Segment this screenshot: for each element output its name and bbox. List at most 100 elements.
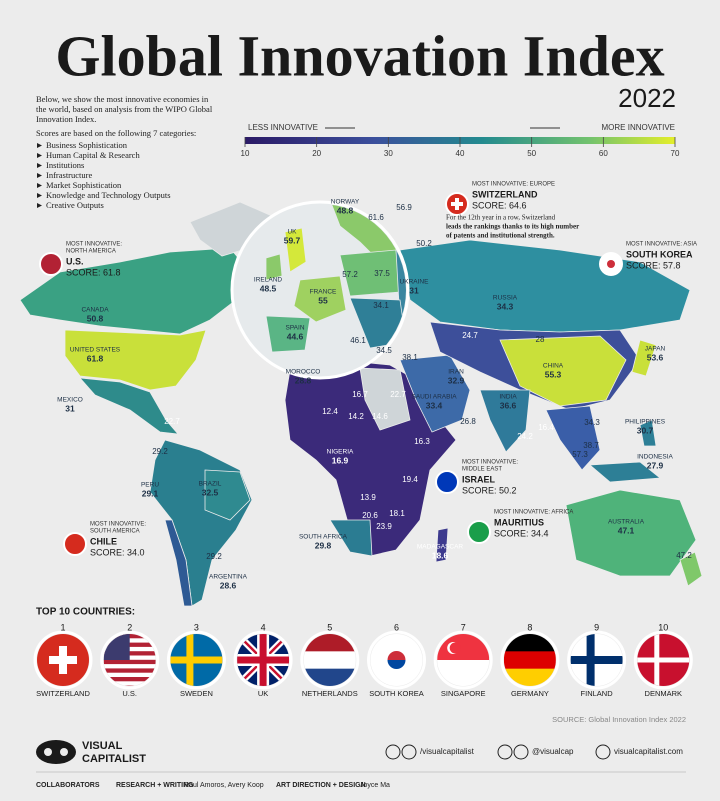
country-score: 28.8 <box>295 375 312 385</box>
country-name: NORWAY <box>331 199 360 206</box>
flag <box>503 634 556 686</box>
flag-stripe <box>103 668 156 673</box>
country-score: 29.1 <box>142 488 159 498</box>
country-name: SWITZERLAND <box>36 689 90 698</box>
country-name: IRELAND <box>254 277 282 284</box>
callout-score: SCORE: 34.4 <box>494 528 549 538</box>
flag-ring <box>367 630 426 690</box>
flag-cross <box>49 656 77 664</box>
legend-tick-label: 60 <box>599 149 608 158</box>
callout-score: SCORE: 34.0 <box>90 547 145 557</box>
country-score: 16.9 <box>332 455 349 465</box>
callout-country: CHILE <box>90 536 117 546</box>
country-score: 18.1 <box>389 509 405 518</box>
category: Business Sophistication <box>46 140 128 150</box>
switzerland-note: leads the rankings thanks to its high nu… <box>446 223 579 231</box>
intro: Below, we show the most innovative econo… <box>36 94 213 210</box>
country-score: 26.8 <box>460 417 476 426</box>
country-score: 13.9 <box>360 493 376 502</box>
country-name: ARGENTINA <box>209 574 248 581</box>
flag-band <box>303 668 356 686</box>
country-name: UKRAINE <box>400 279 430 286</box>
bullet <box>37 203 42 208</box>
country-score: 34.3 <box>584 418 600 427</box>
country-score: 36.6 <box>500 400 517 410</box>
country-score: 44.6 <box>287 331 304 341</box>
country-score: 61.8 <box>87 353 104 363</box>
flag-emblem <box>387 651 406 660</box>
callout-score: SCORE: 57.8 <box>626 260 681 270</box>
switzerland-note: For the 12th year in a row, Switzerland <box>446 214 556 222</box>
callout-heading: MIDDLE EAST <box>462 467 502 473</box>
country-score: 50.8 <box>87 313 104 323</box>
country-name: PHILIPPINES <box>625 419 666 426</box>
flag <box>637 634 690 686</box>
country-score: 16.4 <box>538 423 554 432</box>
bullet <box>37 143 42 148</box>
country-score: 57.2 <box>342 270 358 279</box>
rank: 3 <box>194 622 199 632</box>
flag <box>170 634 223 686</box>
country-score: 24.2 <box>517 432 533 441</box>
country-name: UK <box>287 229 297 236</box>
legend-tick-label: 50 <box>527 149 536 158</box>
legend-tick-label: 70 <box>671 149 680 158</box>
callout-heading: NORTH AMERICA <box>66 249 116 255</box>
country-name: MEXICO <box>57 397 83 404</box>
callout-country: U.S. <box>66 256 84 266</box>
flag-band <box>503 668 556 686</box>
callout-country: ISRAEL <box>462 474 496 484</box>
country-score: 61.6 <box>368 213 384 222</box>
country-score: 34.3 <box>497 301 514 311</box>
source: SOURCE: Global Innovation Index 2022 <box>552 715 686 724</box>
flag <box>570 634 623 686</box>
country-name: MOROCCO <box>286 369 321 376</box>
country-score: 28 <box>536 335 545 344</box>
country-score: 20.6 <box>362 511 378 520</box>
website[interactable]: visualcapitalist.com <box>614 747 683 756</box>
country-score: 32.9 <box>448 375 465 385</box>
country-name: PERU <box>141 482 159 489</box>
country-score: 16.3 <box>414 437 430 446</box>
country-name: UK <box>258 689 268 698</box>
country-score: 31 <box>65 403 75 413</box>
bullet <box>37 193 42 198</box>
country-name: GERMANY <box>511 689 549 698</box>
flag-cross <box>237 656 290 664</box>
flag-stripe <box>103 685 156 686</box>
social: /visualcapitalist @visualcap visualcapit… <box>385 744 683 760</box>
intro-line: Below, we show the most innovative econo… <box>36 94 209 104</box>
brand-line: VISUAL <box>82 740 123 752</box>
category: Market Sophistication <box>46 180 122 190</box>
country-score: 32.5 <box>202 487 219 497</box>
flag <box>370 634 423 686</box>
country-score: 59.7 <box>284 235 301 245</box>
country-score: 47.2 <box>676 551 692 560</box>
country-name: DENMARK <box>645 689 683 698</box>
flag-cross <box>451 202 463 206</box>
top10: 1 SWITZERLAND 2 U.S. 3 SWEDEN 4 UK 5 NETHERLANDS 6… <box>33 622 693 698</box>
world-map <box>19 201 703 607</box>
country-score: 38.7 <box>583 441 599 450</box>
social-twitter[interactable]: @visualcap <box>532 747 574 756</box>
country-score: 29.8 <box>315 540 332 550</box>
country-score: 46.1 <box>350 336 366 345</box>
country-score: 23.9 <box>376 522 392 531</box>
country-score: 53.6 <box>647 352 664 362</box>
rank: 4 <box>261 622 266 632</box>
flag-ring <box>33 630 93 690</box>
country-name: IRAN <box>448 369 464 376</box>
callout-flag <box>467 520 491 544</box>
callout-score: SCORE: 64.6 <box>472 200 527 210</box>
social-facebook[interactable]: /visualcapitalist <box>420 747 475 756</box>
country-score: 31 <box>409 285 419 295</box>
bullet <box>37 163 42 168</box>
country-name: AUSTRALIA <box>608 519 645 526</box>
country-score: 24.7 <box>462 331 478 340</box>
flag-ring <box>633 630 693 690</box>
research-names: Raul Amoros, Avery Koop <box>184 782 264 789</box>
country-name: SINGAPORE <box>441 689 486 698</box>
country-score: 34.1 <box>373 301 389 310</box>
country-score: 28.6 <box>220 580 237 590</box>
